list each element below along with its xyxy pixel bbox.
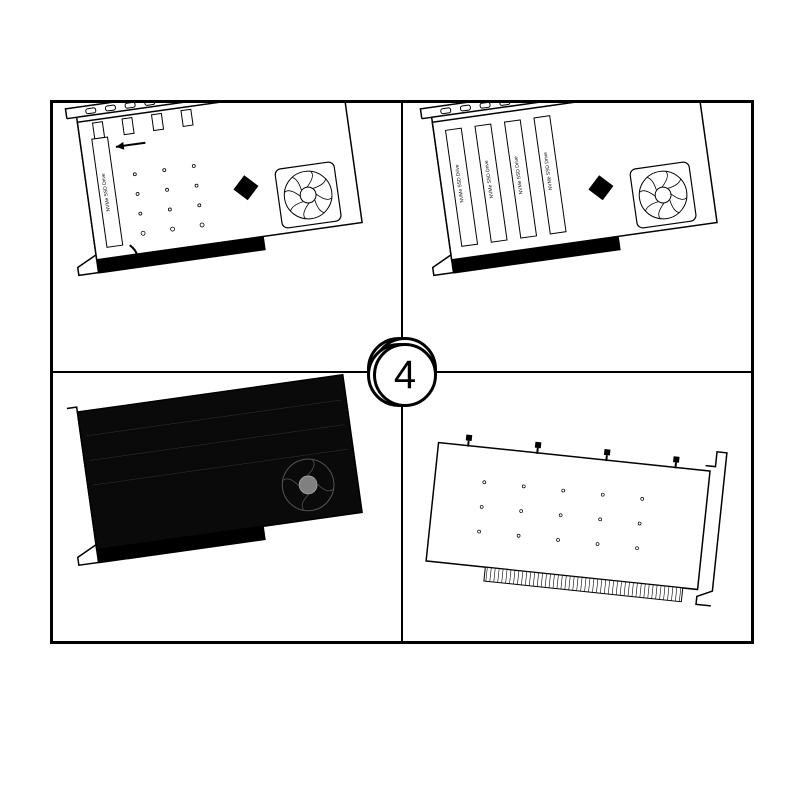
step-2-diagram: NVMe SSD Drive NVMe SSD Drive NVMe SSD D… xyxy=(403,103,751,371)
step-3-cell: 3 xyxy=(52,372,402,642)
step-4-diagram xyxy=(403,373,751,641)
step-1-diagram: NVMe SSD Drive 30° Push down xyxy=(53,103,401,371)
step-2-cell: NVMe SSD Drive NVMe SSD Drive NVMe SSD D… xyxy=(402,102,752,372)
instruction-grid: NVMe SSD Drive 30° Push down 1 xyxy=(50,100,754,644)
step-3-diagram xyxy=(53,373,401,641)
step-number-4: 4 xyxy=(373,343,437,407)
step-1-cell: NVMe SSD Drive 30° Push down 1 xyxy=(52,102,402,372)
step-4-cell: 4 xyxy=(402,372,752,642)
